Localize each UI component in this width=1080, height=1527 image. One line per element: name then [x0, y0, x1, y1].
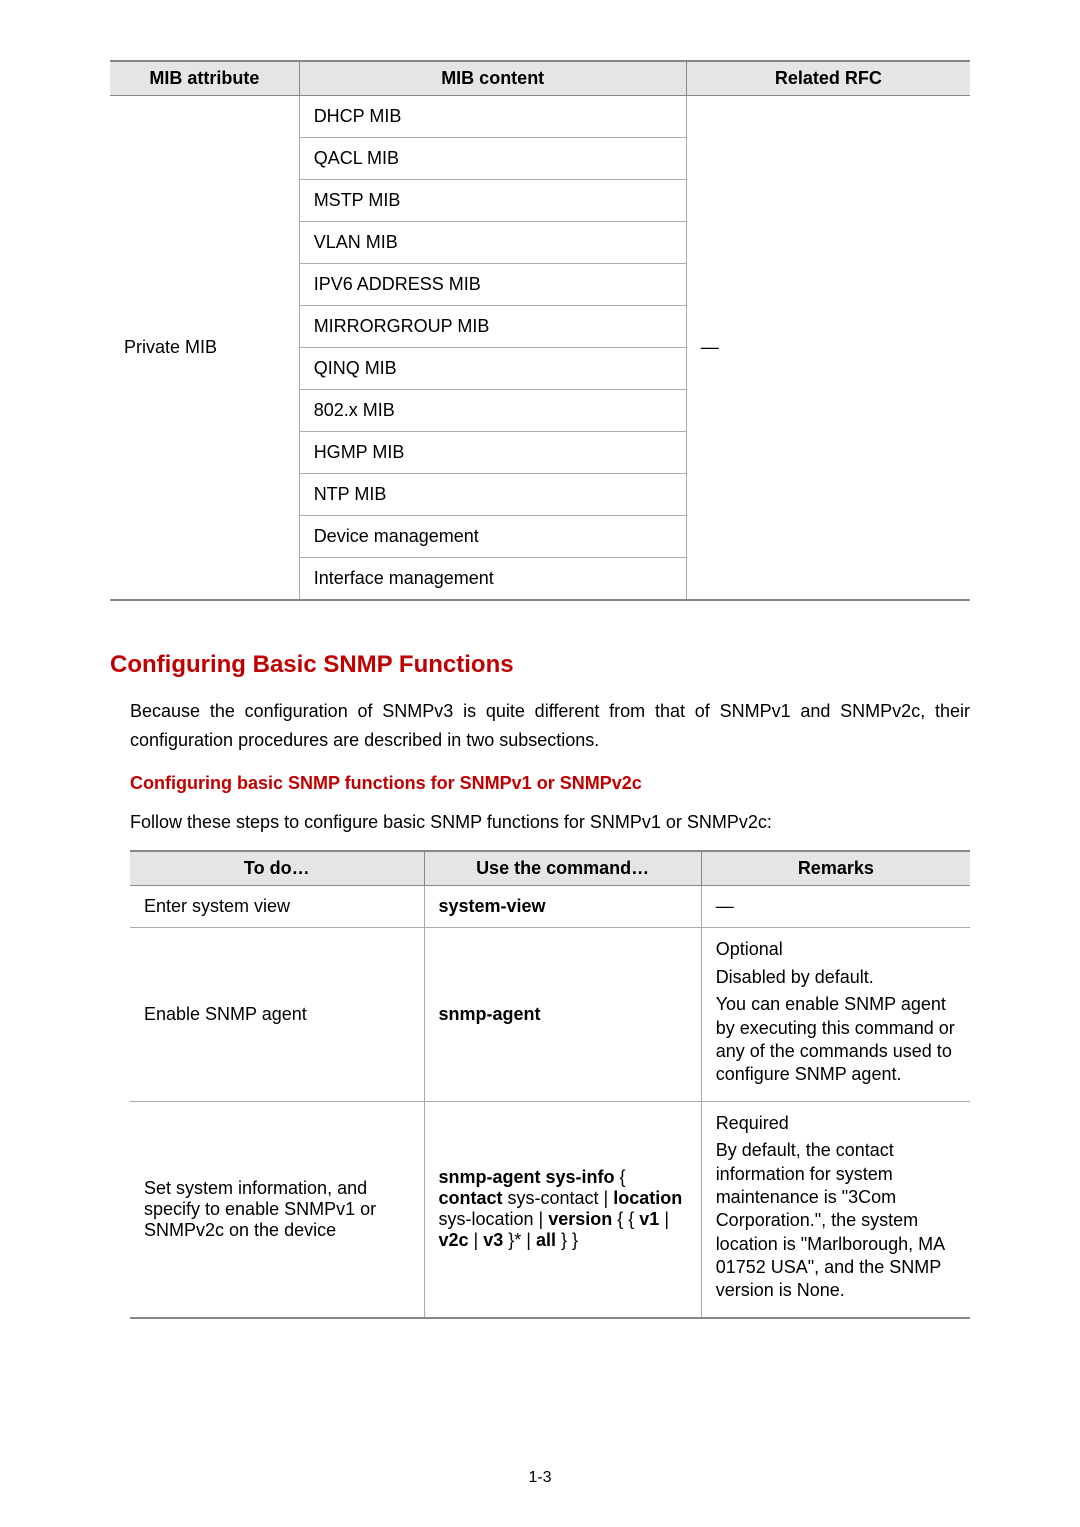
cmd-part: v1	[639, 1209, 659, 1229]
remarks-cell: —	[701, 886, 970, 928]
todo-cell: Enter system view	[130, 886, 424, 928]
section-paragraph: Because the configuration of SNMPv3 is q…	[110, 697, 970, 755]
remark-line: Required	[716, 1112, 956, 1135]
remark-line: By default, the contact information for …	[716, 1139, 956, 1303]
remark-line: Optional	[716, 938, 956, 961]
mib-content-cell: DHCP MIB	[299, 96, 686, 138]
cmd-part: |	[659, 1209, 669, 1229]
command-cell: system-view	[439, 896, 546, 916]
mib-table: MIB attribute MIB content Related RFC Pr…	[110, 60, 970, 601]
config-header-todo: To do…	[130, 851, 424, 886]
table-row: Enable SNMP agent snmp-agent Optional Di…	[130, 928, 970, 1101]
mib-table-header-rfc: Related RFC	[686, 61, 970, 96]
mib-content-cell: Device management	[299, 516, 686, 558]
table-row: Set system information, and specify to e…	[130, 1101, 970, 1318]
remark-line: Disabled by default.	[716, 966, 956, 989]
mib-rfc-cell: —	[686, 96, 970, 601]
mib-content-cell: NTP MIB	[299, 474, 686, 516]
command-cell: snmp-agent	[439, 1004, 541, 1024]
cmd-part: location	[613, 1188, 682, 1208]
cmd-part: all	[536, 1230, 556, 1250]
cmd-part: {	[615, 1167, 626, 1187]
cmd-part: sys-contact |	[503, 1188, 614, 1208]
mib-content-cell: MIRRORGROUP MIB	[299, 306, 686, 348]
cmd-part: snmp-agent sys-info	[439, 1167, 615, 1187]
cmd-part: contact	[439, 1188, 503, 1208]
cmd-part: v2c	[439, 1230, 469, 1250]
cmd-part: |	[469, 1230, 484, 1250]
page-number: 1-3	[0, 1469, 1080, 1487]
mib-content-cell: QINQ MIB	[299, 348, 686, 390]
todo-cell: Set system information, and specify to e…	[130, 1101, 424, 1318]
mib-table-header-content: MIB content	[299, 61, 686, 96]
cmd-part: v3	[483, 1230, 503, 1250]
mib-content-cell: Interface management	[299, 558, 686, 601]
cmd-part: }* |	[503, 1230, 536, 1250]
mib-content-cell: IPV6 ADDRESS MIB	[299, 264, 686, 306]
cmd-part: version	[548, 1209, 612, 1229]
config-header-remarks: Remarks	[701, 851, 970, 886]
config-header-command: Use the command…	[424, 851, 701, 886]
todo-cell: Enable SNMP agent	[130, 928, 424, 1101]
subsection-title: Configuring basic SNMP functions for SNM…	[110, 773, 970, 794]
section-title: Configuring Basic SNMP Functions	[110, 651, 970, 679]
mib-content-cell: MSTP MIB	[299, 180, 686, 222]
mib-content-cell: HGMP MIB	[299, 432, 686, 474]
command-cell: snmp-agent sys-info { contact sys-contac…	[424, 1101, 701, 1318]
mib-content-cell: 802.x MIB	[299, 390, 686, 432]
table-row: Enter system view system-view —	[130, 886, 970, 928]
cmd-part: { {	[612, 1209, 639, 1229]
mib-table-header-attribute: MIB attribute	[110, 61, 299, 96]
mib-content-cell: QACL MIB	[299, 138, 686, 180]
subsection-paragraph: Follow these steps to configure basic SN…	[110, 808, 970, 837]
config-table: To do… Use the command… Remarks Enter sy…	[130, 850, 970, 1318]
mib-attribute-cell: Private MIB	[110, 96, 299, 601]
cmd-part: sys-location |	[439, 1209, 549, 1229]
mib-content-cell: VLAN MIB	[299, 222, 686, 264]
remarks-cell: Optional Disabled by default. You can en…	[716, 938, 956, 1086]
remark-line: You can enable SNMP agent by executing t…	[716, 993, 956, 1087]
remarks-cell: Required By default, the contact informa…	[716, 1112, 956, 1303]
cmd-part: } }	[556, 1230, 578, 1250]
